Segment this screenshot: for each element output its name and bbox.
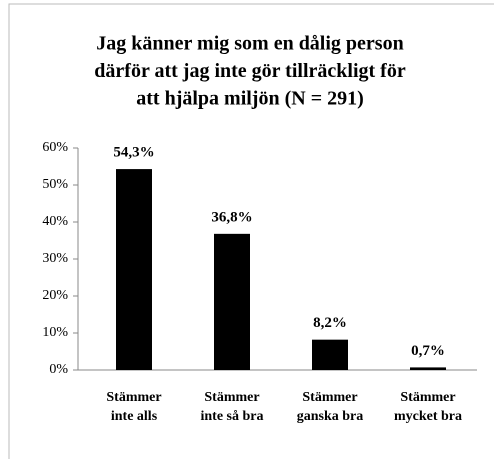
bar — [312, 339, 348, 370]
x-tick-label: Stämmer — [106, 390, 161, 405]
bar — [214, 233, 250, 370]
x-tick-label: ganska bra — [297, 409, 364, 424]
bar — [410, 367, 446, 370]
value-label: 36,8% — [211, 209, 252, 225]
y-tick-label: 20% — [42, 288, 68, 303]
chart-title: att hjälpa miljön (N = 291) — [136, 88, 364, 110]
x-tick-label: mycket bra — [394, 409, 462, 424]
y-tick-label: 30% — [42, 251, 68, 266]
value-label: 54,3% — [113, 145, 154, 161]
x-tick-label: Stämmer — [302, 390, 357, 405]
y-tick-label: 50% — [42, 177, 68, 192]
value-label: 8,2% — [313, 315, 347, 331]
x-tick-label: Stämmer — [400, 390, 455, 405]
chart-title: därför att jag inte gör tillräckligt för — [94, 60, 406, 82]
bar — [116, 169, 152, 370]
y-tick-label: 60% — [42, 140, 68, 155]
y-tick-label: 0% — [49, 362, 68, 377]
y-tick-label: 10% — [42, 325, 68, 340]
x-tick-label: Stämmer — [204, 390, 259, 405]
chart-frame — [8, 3, 494, 459]
x-tick-label: inte så bra — [201, 409, 264, 424]
y-tick-label: 40% — [42, 214, 68, 229]
chart-title: Jag känner mig som en dålig person — [96, 33, 403, 55]
value-label: 0,7% — [411, 343, 445, 359]
x-tick-label: inte alls — [111, 409, 158, 424]
